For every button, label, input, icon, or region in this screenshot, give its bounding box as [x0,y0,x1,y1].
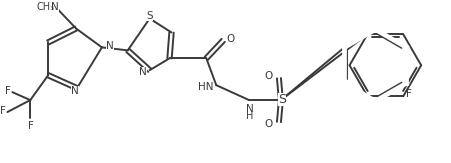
Text: N: N [51,2,59,12]
Text: F: F [28,121,34,131]
Text: O: O [264,119,272,129]
Text: F: F [5,86,10,96]
Text: N: N [246,104,253,114]
Text: H: H [246,111,253,121]
Text: F: F [405,89,411,99]
Text: S: S [146,11,152,21]
Text: N: N [138,67,146,77]
Text: S: S [277,93,285,106]
Text: O: O [226,34,234,44]
Text: CH₃: CH₃ [36,2,54,12]
Text: F: F [0,106,5,116]
Text: HN: HN [198,82,213,92]
Text: N: N [71,86,79,96]
Text: N: N [106,41,113,51]
Text: O: O [264,71,272,81]
